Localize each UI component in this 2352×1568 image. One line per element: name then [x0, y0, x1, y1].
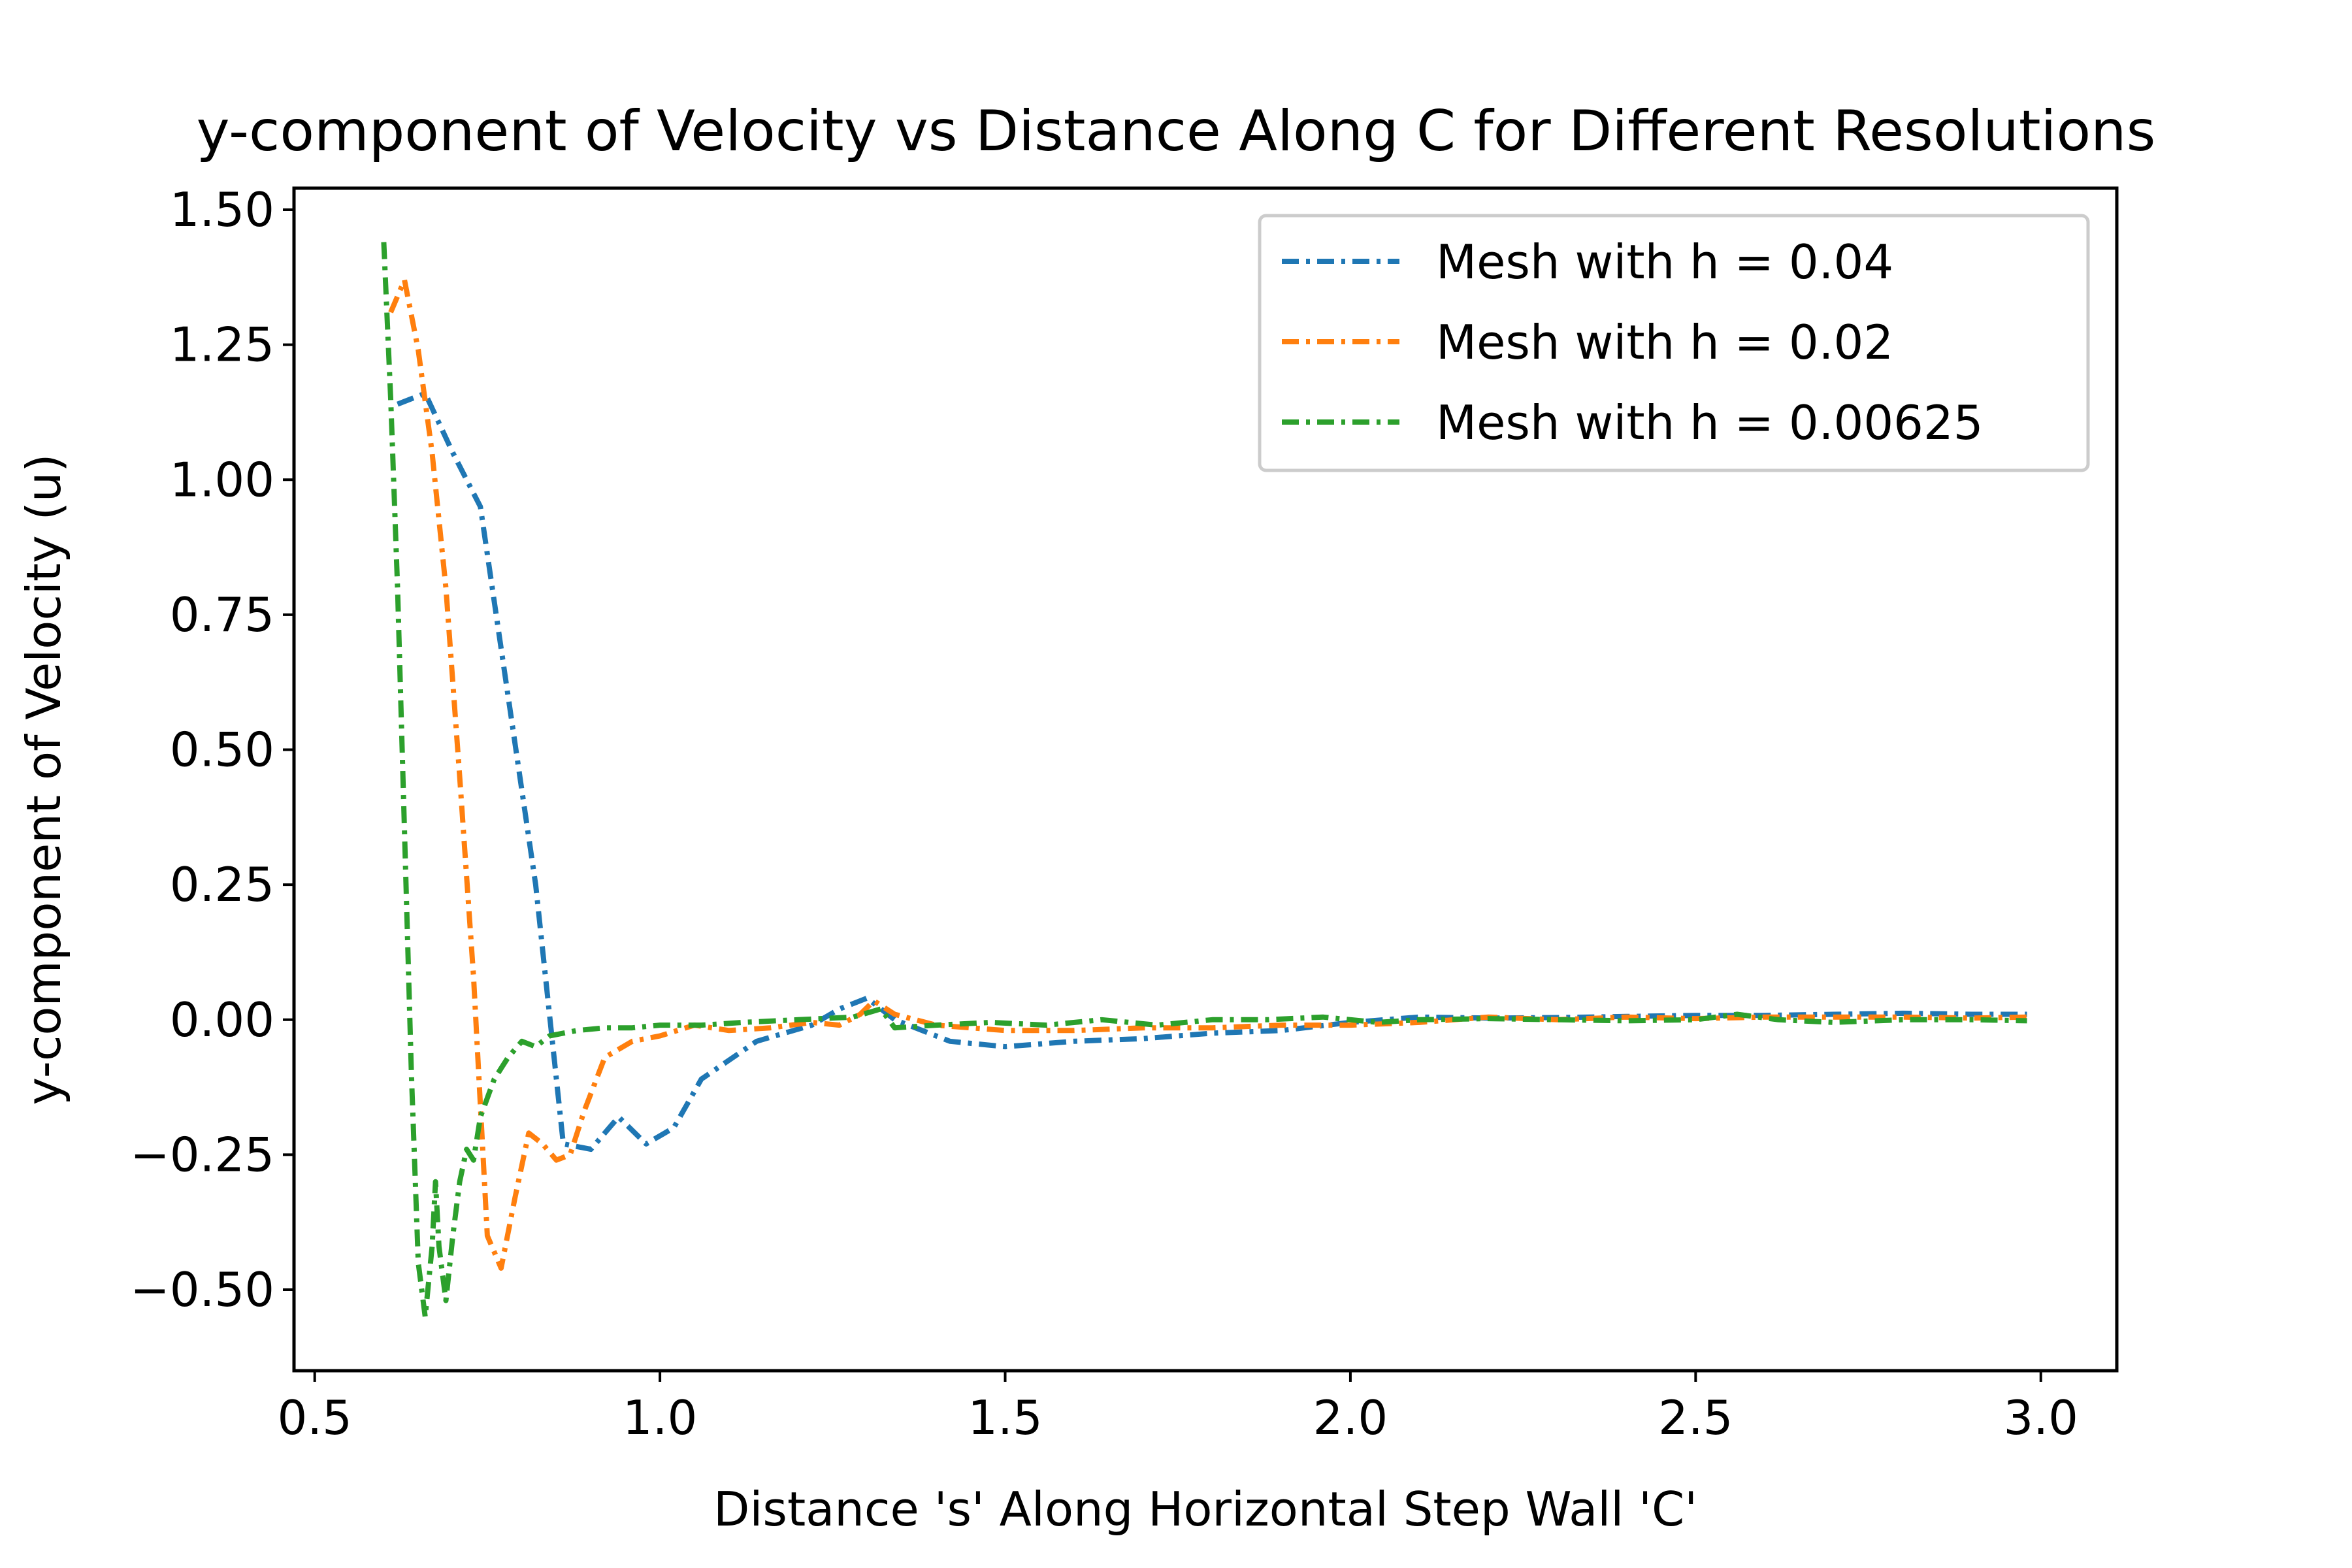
y-tick-label: −0.25	[130, 1127, 274, 1182]
plot-frame	[292, 186, 2119, 1373]
series-line-2	[388, 277, 2027, 1271]
y-tick-label: 1.00	[170, 452, 274, 507]
y-tick-label: 0.75	[170, 587, 274, 642]
y-tick-label: −0.50	[130, 1262, 274, 1317]
y-tick-label: 0.00	[170, 992, 274, 1047]
x-tick-label: 2.0	[1313, 1390, 1388, 1445]
series-layer	[381, 242, 2027, 1320]
y-tick-label: 1.25	[170, 318, 274, 372]
x-axis-ticks: 0.5 1.0 1.5 2.0 2.5 3.0	[277, 1371, 2078, 1445]
y-tick-label: 1.50	[170, 182, 274, 237]
y-axis-ticks: −0.50 −0.25 0.00 0.25 0.50 0.75 1.00 1.25 1.50	[130, 182, 294, 1317]
series-line-3	[381, 242, 2027, 1320]
legend-box	[1258, 214, 2090, 472]
legend-label-1: Mesh with h = 0.04	[1436, 235, 1893, 289]
x-tick-label: 1.5	[968, 1390, 1043, 1445]
x-tick-label: 2.5	[1658, 1390, 1733, 1445]
x-tick-label: 1.0	[623, 1390, 698, 1445]
legend-entries: Mesh with h = 0.04 Mesh with h = 0.02 Mesh…	[1282, 235, 1984, 450]
x-tick-label: 3.0	[2003, 1390, 2078, 1445]
y-tick-label: 0.50	[170, 723, 274, 777]
y-axis-label: y-component of Velocity (u)	[16, 454, 71, 1105]
x-tick-label: 0.5	[277, 1390, 352, 1445]
y-tick-label: 0.25	[170, 857, 274, 912]
legend-label-3: Mesh with h = 0.00625	[1436, 395, 1984, 450]
x-axis-label: Distance 's' Along Horizontal Step Wall …	[713, 1482, 1697, 1537]
legend-label-2: Mesh with h = 0.02	[1436, 315, 1893, 370]
chart-title: y-component of Velocity vs Distance Alon…	[197, 99, 2156, 164]
legend: Mesh with h = 0.04 Mesh with h = 0.02 Mesh…	[1258, 214, 2090, 472]
